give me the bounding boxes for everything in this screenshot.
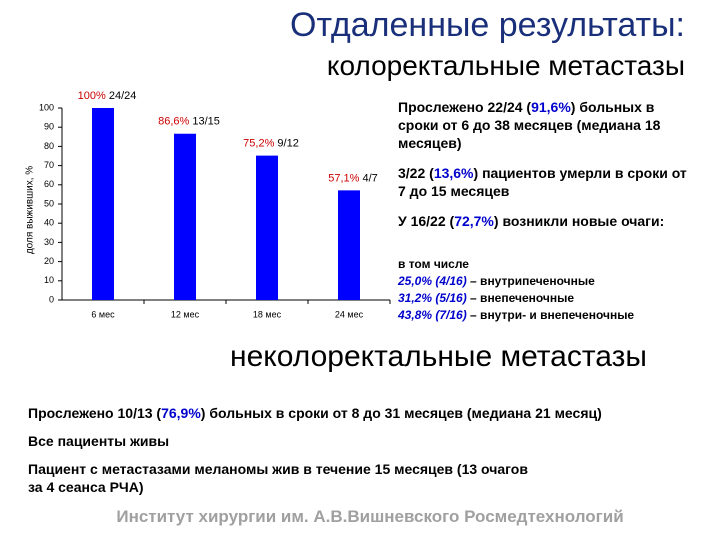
breakdown-share: 25,0% (4/16): [398, 274, 467, 288]
note: Прослежено 10/13 (76,9%) больных в сроки…: [28, 404, 698, 422]
note-text: ) пациентов умерли в сроки от 7 до 15 ме…: [398, 165, 687, 199]
note-text: Прослежено 22/24 (: [398, 99, 532, 115]
value-percent: 86,6%: [158, 116, 189, 128]
x-tick-label: 18 мес: [253, 309, 282, 319]
x-tick-label: 24 мес: [335, 309, 364, 319]
y-tick-label: 40: [44, 218, 54, 228]
breakdown-intro: в том числе: [398, 257, 469, 271]
y-tick-label: 0: [49, 294, 54, 304]
note: Пациент с метастазами меланомы жив в теч…: [28, 461, 528, 495]
breakdown-share: 31,2% (5/16): [398, 291, 467, 305]
breakdown-text: – внепеченочные: [466, 291, 575, 305]
value-percent: 57,1%: [328, 172, 359, 184]
slide-title: Отдаленные результаты:: [290, 6, 685, 44]
value-label: 86,6% 13/15: [158, 116, 220, 128]
y-tick-label: 30: [44, 237, 54, 247]
y-axis-label: доля выживших, %: [25, 166, 36, 254]
footer: Институт хирургии им. А.В.Вишневского Ро…: [116, 507, 624, 526]
slide-subtitle: колоректальные метастазы: [326, 50, 685, 81]
bar: [92, 108, 114, 300]
value-fraction: 9/12: [277, 138, 298, 150]
bar: [338, 190, 360, 300]
y-tick-label: 50: [44, 198, 54, 208]
note: Все пациенты живы: [28, 433, 170, 449]
note-highlight: 76,9%: [161, 405, 201, 421]
note-text: 3/22 (: [398, 165, 434, 181]
note-text: ) больных в сроки от 6 до 38 месяцев (ме…: [398, 99, 661, 151]
note-text: ) больных в сроки от 8 до 31 месяцев (ме…: [200, 405, 602, 421]
breakdown-item: 25,0% (4/16) – внутрипеченочные: [398, 273, 708, 290]
chart: доля выживших, % 0 10 20 30 40 50 60 70 80 90 100 6 …: [25, 90, 391, 319]
breakdown-item: 31,2% (5/16) – внепеченочные: [398, 290, 708, 307]
note-text: ) возникли новые очаги:: [493, 213, 665, 229]
y-tick-label: 70: [44, 160, 54, 170]
note-highlight: 72,7%: [454, 213, 494, 229]
value-label: 57,1% 4/7: [328, 172, 378, 184]
value-percent: 100%: [78, 90, 106, 102]
y-tick-label: 80: [44, 141, 54, 151]
note: У 16/22 (72,7%) возникли новые очаги:: [398, 212, 698, 230]
note-text: У 16/22 (: [398, 213, 455, 229]
x-tick-label: 6 мес: [91, 309, 115, 319]
y-tick-label: 90: [44, 122, 54, 132]
note-highlight: 13,6%: [433, 165, 474, 181]
breakdown-text: – внутри- и внепеченочные: [466, 308, 635, 322]
section-title: неколоректальные метастазы: [230, 340, 647, 373]
breakdown: в том числе 25,0% (4/16) – внутрипеченоч…: [398, 256, 708, 324]
breakdown-share: 43,8% (7/16): [398, 308, 467, 322]
note-text: Прослежено 10/13 (: [28, 405, 162, 421]
notes: Прослежено 22/24 (91,6%) больных в сроки…: [398, 98, 698, 242]
y-tick-label: 100: [39, 102, 54, 112]
value-label: 100% 24/24: [78, 90, 137, 102]
value-fraction: 24/24: [109, 90, 137, 102]
x-tick-label: 12 мес: [171, 309, 200, 319]
note-highlight: 91,6%: [531, 99, 571, 115]
bar: [256, 155, 278, 300]
y-tick-label: 60: [44, 179, 54, 189]
value-label: 75,2% 9/12: [243, 138, 299, 150]
value-fraction: 13/15: [192, 116, 220, 128]
note: Прослежено 22/24 (91,6%) больных в сроки…: [398, 98, 698, 152]
note: 3/22 (13,6%) пациентов умерли в сроки от…: [398, 164, 698, 200]
breakdown-text: – внутрипеченочные: [466, 274, 595, 288]
bar: [174, 133, 196, 300]
breakdown-item: 43,8% (7/16) – внутри- и внепеченочные: [398, 307, 708, 324]
notes: Прослежено 10/13 (76,9%) больных в сроки…: [28, 404, 698, 506]
y-tick-label: 10: [44, 275, 54, 285]
value-percent: 75,2%: [243, 138, 274, 150]
value-fraction: 4/7: [362, 172, 377, 184]
y-tick-label: 20: [44, 256, 54, 266]
